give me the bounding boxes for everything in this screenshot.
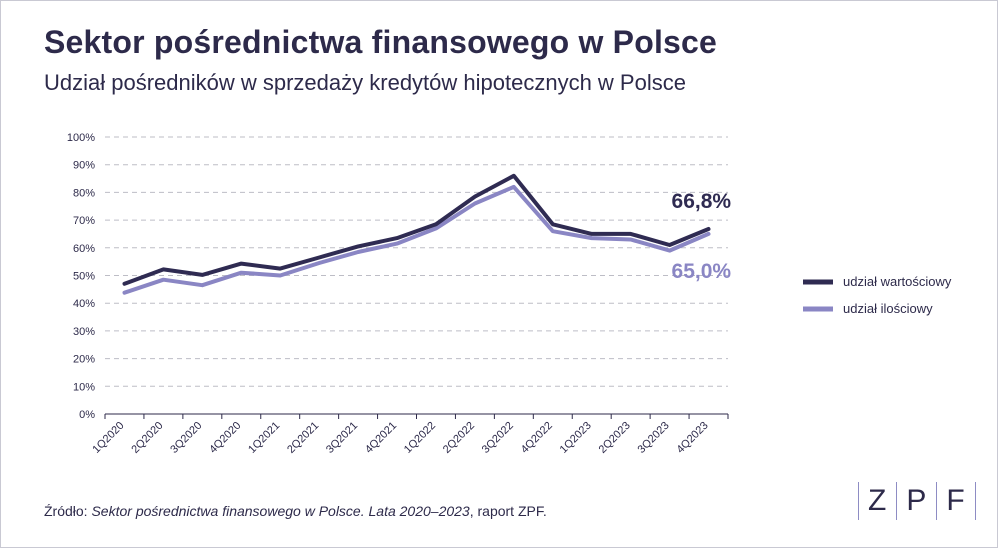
y-tick-label: 100%: [67, 132, 95, 144]
annotation-value-ilosciowy: 65,0%: [672, 260, 732, 283]
logo-letter-z: Z: [868, 484, 888, 517]
y-tick-label: 60%: [73, 243, 95, 255]
x-tick-label: 3Q2021: [324, 420, 360, 456]
x-tick-label: 4Q2021: [363, 420, 399, 456]
logo-divider: [936, 482, 938, 520]
x-tick-label: 3Q2023: [636, 420, 672, 456]
y-tick-label: 80%: [73, 187, 95, 199]
x-tick-label: 1Q2022: [402, 420, 438, 456]
x-tick-label: 3Q2020: [168, 420, 204, 456]
y-tick-label: 0%: [79, 409, 95, 421]
logo-divider: [896, 482, 898, 520]
zpf-logo: Z P F: [858, 480, 976, 522]
legend-label: udział wartościowy: [843, 274, 952, 289]
x-tick-label: 2Q2021: [285, 420, 321, 456]
x-tick-label: 1Q2020: [90, 420, 126, 456]
source-prefix: Źródło:: [44, 503, 92, 519]
x-tick-label: 2Q2020: [129, 420, 165, 456]
x-tick-label: 3Q2022: [480, 420, 516, 456]
logo-divider: [858, 482, 859, 520]
y-tick-label: 10%: [73, 381, 95, 393]
logo-letter-f: F: [946, 484, 966, 517]
source-note: Źródło: Sektor pośrednictwa finansowego …: [44, 503, 547, 519]
x-tick-label: 2Q2022: [441, 420, 477, 456]
logo-letter-p: P: [906, 484, 928, 517]
x-tick-label: 2Q2023: [597, 420, 633, 456]
source-title: Sektor pośrednictwa finansowego w Polsce…: [91, 503, 470, 519]
source-suffix: , raport ZPF.: [469, 503, 547, 519]
y-tick-label: 30%: [73, 326, 95, 338]
x-tick-label: 4Q2023: [674, 420, 710, 456]
x-tick-label: 1Q2023: [558, 420, 594, 456]
x-tick-label: 4Q2020: [207, 420, 243, 456]
legend-label: udział ilościowy: [843, 301, 933, 316]
y-tick-label: 90%: [73, 160, 95, 172]
x-tick-label: 4Q2022: [519, 420, 555, 456]
x-tick-label: 1Q2021: [246, 420, 282, 456]
y-tick-label: 70%: [73, 215, 95, 227]
y-tick-label: 20%: [73, 354, 95, 366]
annotation-value-wartosciowy: 66,8%: [672, 190, 732, 213]
series-line-ilosciowy: [122, 184, 711, 295]
y-tick-label: 50%: [73, 271, 95, 283]
y-tick-label: 40%: [73, 298, 95, 310]
logo-divider: [974, 482, 976, 520]
series-line-wartosciowy: [122, 173, 711, 286]
chart-subtitle: Udział pośredników w sprzedaży kredytów …: [44, 70, 686, 95]
chart-title: Sektor pośrednictwa finansowego w Polsce: [44, 24, 718, 60]
